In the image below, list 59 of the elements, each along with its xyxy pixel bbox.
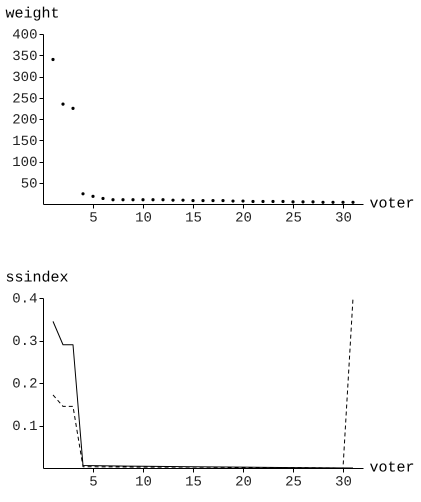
point (271, 200, 275, 204)
point (351, 200, 355, 204)
point (321, 200, 325, 204)
y-tick-label: 350 (12, 48, 38, 65)
point (171, 198, 175, 202)
x-tick-label: 25 (285, 474, 302, 490)
point (71, 106, 75, 110)
point (181, 198, 185, 202)
y-tick-label: 300 (12, 70, 38, 86)
x-tick-label: 15 (185, 474, 202, 490)
point (281, 200, 285, 204)
point (201, 199, 205, 202)
x-tick-label: 30 (335, 210, 352, 226)
y-tick-label: 250 (12, 91, 38, 108)
y-tick-label: 50 (20, 176, 38, 192)
y-tick-label: 0.2 (12, 376, 38, 392)
x-tick-label: 5 (89, 210, 98, 226)
point (111, 198, 115, 202)
point (141, 198, 145, 202)
x-axis-title: voter (370, 196, 415, 212)
y-tick-label: 0.1 (12, 419, 38, 435)
point (211, 199, 215, 202)
y-tick-label: 150 (12, 134, 38, 150)
point (341, 200, 345, 204)
x-tick-label: 5 (89, 474, 98, 490)
x-tick-label: 20 (235, 210, 252, 226)
y-tick-label: 400 (12, 28, 38, 44)
point (311, 200, 315, 204)
point (231, 199, 235, 203)
y-tick-label: 200 (12, 112, 38, 128)
y-tick-label: 0.3 (12, 334, 38, 350)
point (161, 198, 165, 202)
x-tick-label: 10 (135, 474, 152, 490)
point (121, 198, 125, 202)
y-tick-label: 0.4 (12, 292, 38, 308)
point (61, 102, 65, 106)
point (51, 58, 55, 62)
point (331, 200, 335, 204)
point (91, 194, 95, 198)
point (191, 199, 195, 202)
x-tick-label: 30 (335, 474, 352, 490)
point (241, 199, 245, 203)
x-tick-label: 10 (135, 210, 152, 226)
x-axis-title: voter (370, 460, 415, 476)
x-tick-label: 20 (235, 474, 252, 490)
point (261, 200, 265, 204)
y-axis-title: weight (6, 6, 60, 22)
point (101, 196, 105, 200)
y-axis-title: ssindex (6, 270, 69, 286)
point (221, 199, 225, 202)
x-tick-label: 15 (185, 210, 202, 226)
point (251, 200, 255, 204)
point (81, 192, 85, 196)
point (291, 200, 295, 204)
x-tick-label: 25 (285, 210, 302, 226)
point (131, 198, 135, 202)
y-tick-label: 100 (12, 155, 38, 171)
point (301, 200, 305, 204)
point (151, 198, 155, 202)
